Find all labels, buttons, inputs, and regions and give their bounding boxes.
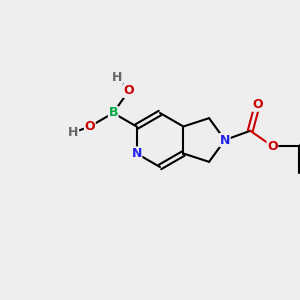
Text: N: N [131,147,142,160]
Text: H: H [68,126,79,139]
Text: N: N [220,134,230,146]
Text: O: O [252,98,262,111]
Text: B: B [109,106,118,119]
Text: O: O [85,120,95,133]
Text: H: H [112,71,123,84]
Text: O: O [123,84,134,98]
Text: O: O [267,140,278,153]
